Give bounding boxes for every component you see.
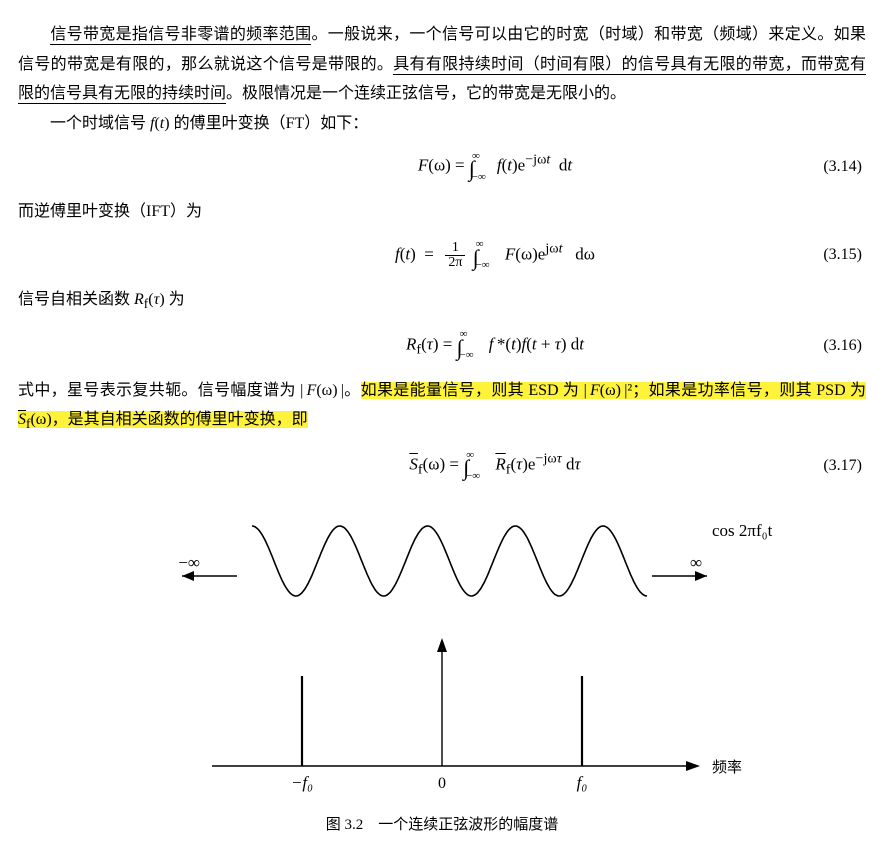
figure-spectrum: −f₀ 0 f₀ 频率: [18, 616, 866, 806]
paragraph-2: 一个时域信号 f(t) 的傅里叶变换（FT）如下：: [18, 109, 866, 139]
sine-wave-svg: −∞ ∞ cos 2πf₀t: [92, 496, 792, 616]
arrow-up-icon: [437, 638, 447, 652]
equation-number: (3.14): [772, 152, 866, 182]
equation-3-16: Rf(τ) = ∫∞−∞ f *(t)f(t + τ) dt (3.16): [18, 325, 866, 366]
highlighted-text: 如果是能量信号，则其 ESD 为 | F(ω) |²；如果是功率信号，则其 PS…: [18, 382, 866, 429]
tick-neg-f0: −f₀: [291, 773, 313, 792]
equation-number: (3.17): [772, 451, 866, 481]
equation-body: f(t) = 12π ∫∞−∞ F(ω)ejωt dω: [218, 235, 772, 276]
equation-3-14: F(ω) = ∫∞−∞f(t)e−jωt dt (3.14): [18, 146, 866, 187]
equation-number: (3.16): [772, 331, 866, 361]
tick-zero: 0: [438, 775, 446, 792]
paragraph-3: 而逆傅里叶变换（IFT）为: [18, 197, 866, 227]
paragraph-1: 信号带宽是指信号非零谱的频率范围。一般说来，一个信号可以由它的时宽（时域）和带宽…: [18, 20, 866, 109]
figure-caption: 图 3.2 一个连续正弦波形的幅度谱: [18, 812, 866, 840]
spectrum-svg: −f₀ 0 f₀ 频率: [92, 616, 792, 806]
equation-3-17: Sf(ω) = ∫∞−∞ Rf(τ)e−jωτ dτ (3.17): [18, 445, 866, 486]
tick-pos-f0: f₀: [577, 773, 588, 792]
paragraph-4: 信号自相关函数 Rf(τ) 为: [18, 285, 866, 317]
pos-infinity-label: ∞: [690, 553, 702, 572]
arrow-left-icon: [182, 571, 194, 581]
arrow-right-icon: [686, 761, 700, 771]
figure-sine-wave: −∞ ∞ cos 2πf₀t: [18, 496, 866, 616]
paragraph-5: 式中，星号表示复共轭。信号幅度谱为 | F(ω) |。如果是能量信号，则其 ES…: [18, 376, 866, 437]
equation-number: (3.15): [772, 240, 866, 270]
underlined-span-1: 信号带宽是指信号非零谱的频率范围: [50, 26, 311, 45]
equation-body: F(ω) = ∫∞−∞f(t)e−jωt dt: [218, 146, 772, 187]
equation-body: Sf(ω) = ∫∞−∞ Rf(τ)e−jωτ dτ: [218, 445, 772, 486]
text-span: 。极限情况是一个连续正弦信号，它的带宽是无限小的。: [226, 85, 626, 102]
equation-3-15: f(t) = 12π ∫∞−∞ F(ω)ejωt dω (3.15): [18, 235, 866, 276]
neg-infinity-label: −∞: [178, 553, 200, 572]
sine-curve: [252, 526, 647, 596]
arrow-right-icon: [695, 571, 707, 581]
x-axis-label: 频率: [712, 759, 742, 776]
wave-formula-label: cos 2πf₀t: [712, 521, 773, 540]
equation-body: Rf(τ) = ∫∞−∞ f *(t)f(t + τ) dt: [218, 325, 772, 366]
